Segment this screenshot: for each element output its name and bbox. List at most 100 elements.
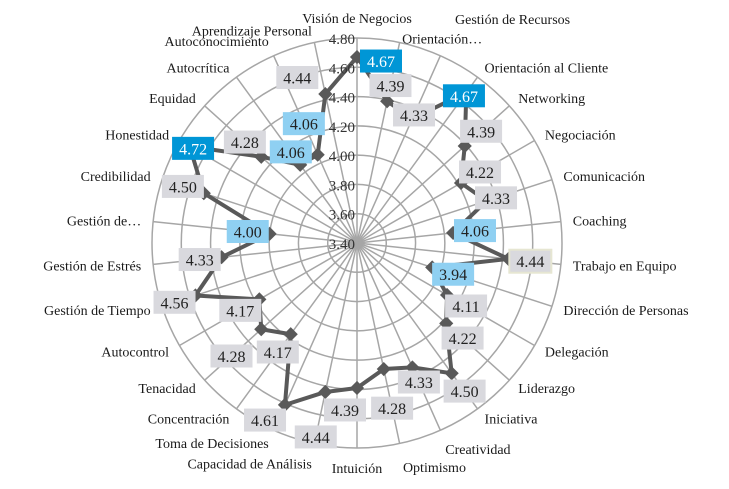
category-label: Visión de Negocios	[302, 12, 412, 27]
data-label: 4.06	[282, 112, 325, 136]
data-label: 3.94	[432, 262, 475, 286]
data-point	[444, 366, 459, 381]
data-label: 4.22	[441, 326, 484, 350]
data-label-text: 4.28	[378, 401, 406, 418]
data-label-box	[397, 370, 440, 394]
tick-labels: 3.40 3.60 3.80 4.00 4.20 4.40 4.60 4.80	[329, 32, 355, 253]
data-label: 4.44	[508, 248, 553, 274]
data-label-box	[219, 298, 262, 322]
data-label: 4.44	[294, 425, 337, 449]
data-label-text: 4.44	[283, 71, 311, 88]
tick-label: 3.80	[329, 178, 355, 194]
data-label-text: 4.28	[231, 135, 259, 152]
data-label: 4.39	[324, 398, 366, 422]
tick-label: 4.80	[329, 32, 355, 48]
category-label: Concentración	[148, 413, 230, 428]
data-label: 4.00	[226, 220, 269, 244]
data-point	[318, 384, 333, 400]
data-label: 4.17	[219, 298, 262, 322]
category-label: Negociación	[545, 129, 616, 144]
data-label-box	[459, 160, 502, 184]
category-label: Liderazgo	[518, 382, 575, 397]
data-label-text: 4.39	[331, 403, 359, 420]
spoke	[356, 178, 553, 244]
category-label: Equidad	[149, 92, 196, 107]
data-label-box	[369, 74, 412, 98]
data-label-box	[441, 326, 484, 350]
category-label: Dirección de Personas	[563, 304, 688, 319]
data-label-text: 4.06	[290, 117, 318, 134]
spoke	[356, 55, 442, 244]
spoke	[313, 242, 358, 444]
category-label: Aprendizaje Personal	[192, 25, 312, 40]
data-label-box	[282, 112, 325, 136]
data-label-box	[453, 219, 496, 243]
data-label-box	[276, 66, 319, 90]
data-label-text: 4.56	[161, 295, 189, 312]
data-label: 4.50	[161, 174, 204, 198]
data-label: 4.39	[460, 119, 503, 143]
data-label-text: 4.28	[218, 349, 246, 366]
data-point	[277, 397, 293, 412]
data-label-box	[508, 248, 553, 274]
category-label: Delegación	[545, 346, 609, 361]
data-label-text: 4.67	[367, 54, 395, 71]
data-label-box	[153, 290, 196, 314]
spoke	[356, 242, 442, 431]
data-label: 4.67	[360, 49, 402, 73]
data-label-box	[393, 103, 436, 127]
spoke	[356, 242, 510, 381]
data-label-box	[371, 396, 414, 420]
data-point	[283, 327, 298, 342]
category-label: Creatividad	[445, 443, 510, 458]
data-label: 4.50	[443, 379, 486, 403]
data-labels: 4.67 4.39 4.33 4.67 4.39 4.22 4.33 4.06 4.44 3.94…	[153, 49, 553, 449]
data-label-box	[442, 84, 485, 108]
category-label: Networking	[518, 92, 585, 107]
data-label-text: 4.50	[169, 179, 197, 196]
data-label-text: 4.39	[467, 124, 495, 141]
data-label-box	[226, 220, 269, 244]
data-label-text: 4.67	[450, 89, 478, 106]
category-label: Coaching	[573, 214, 627, 229]
data-label-box	[445, 294, 488, 318]
category-labels: Visión de Negocios Orientación… Gestión de…	[43, 12, 688, 477]
data-label: 4.17	[256, 340, 299, 364]
data-label: 4.33	[178, 248, 221, 272]
spoke	[235, 242, 358, 410]
data-label-box	[432, 262, 475, 286]
data-label-box	[294, 425, 337, 449]
category-label: Autocontrol	[101, 346, 169, 361]
data-label-box	[210, 344, 253, 368]
data-label: 4.06	[269, 140, 312, 164]
data-label-text: 4.17	[264, 345, 292, 362]
data-label-text: 4.61	[251, 413, 279, 430]
tick-label: 4.40	[329, 91, 355, 107]
data-point	[380, 94, 395, 109]
data-label-box	[443, 379, 486, 403]
data-label: 4.33	[397, 370, 440, 394]
category-label: Gestión de Recursos	[455, 13, 570, 28]
data-label: 4.28	[371, 396, 414, 420]
data-label-box	[244, 408, 287, 432]
data-label-text: 4.44	[302, 430, 330, 447]
category-label: Autocrítica	[166, 61, 230, 76]
data-label-text: 4.33	[482, 191, 510, 208]
category-label: Orientación al Cliente	[485, 61, 609, 76]
category-label: Trabajo en Equipo	[573, 260, 677, 275]
data-label-box	[460, 119, 503, 143]
data-label-text: 4.72	[179, 141, 207, 158]
data-label: 4.33	[393, 103, 436, 127]
spoke	[272, 242, 358, 431]
tick-label: 4.20	[329, 120, 355, 136]
data-label-text: 4.11	[452, 299, 479, 316]
category-label: Tenacidad	[138, 382, 195, 397]
data-label-text: 4.22	[466, 165, 494, 182]
data-label-text: 4.33	[405, 375, 433, 392]
data-label-text: 4.22	[449, 331, 477, 348]
data-label: 4.28	[210, 344, 253, 368]
data-label-box	[324, 398, 366, 422]
data-label-text: 3.94	[439, 267, 467, 284]
data-label: 4.61	[244, 408, 287, 432]
